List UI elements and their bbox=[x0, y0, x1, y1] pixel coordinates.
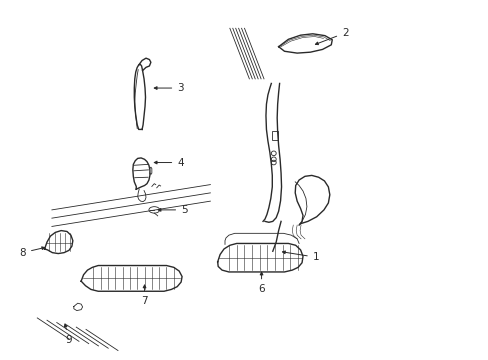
Text: 4: 4 bbox=[154, 158, 183, 167]
Text: 5: 5 bbox=[158, 205, 187, 215]
Text: 3: 3 bbox=[154, 83, 183, 93]
Text: 7: 7 bbox=[141, 285, 147, 306]
Text: 1: 1 bbox=[282, 251, 319, 262]
Text: 2: 2 bbox=[315, 28, 348, 45]
Text: 9: 9 bbox=[64, 324, 72, 345]
Text: 6: 6 bbox=[258, 272, 264, 294]
Text: 8: 8 bbox=[20, 247, 44, 258]
